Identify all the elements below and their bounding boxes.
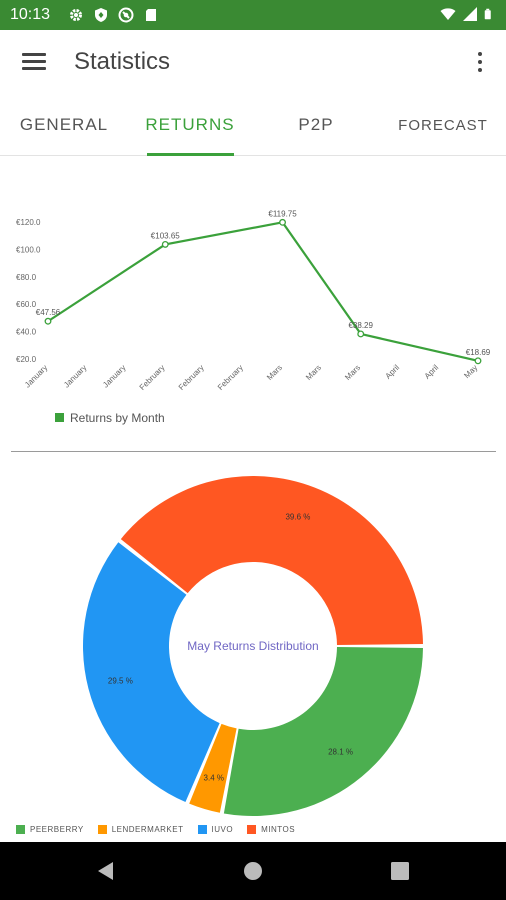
y-tick-label: €60.0 — [16, 300, 37, 309]
x-tick-label: April — [384, 363, 402, 381]
status-time: 10:13 — [10, 6, 51, 23]
gear-icon — [70, 9, 82, 21]
active-tab-indicator — [147, 153, 234, 156]
slice-label: 3.4 % — [204, 773, 224, 782]
back-icon[interactable] — [94, 859, 118, 883]
legend-label: Returns by Month — [70, 411, 165, 425]
donut-legend: PEERBERRY LENDERMARKET IUVO MINTOS — [16, 825, 295, 834]
x-tick-label: Mars — [343, 363, 362, 382]
legend-swatch — [97, 825, 107, 834]
system-nav-bar — [0, 842, 506, 900]
donut-center-title: May Returns Distribution — [187, 639, 318, 653]
status-system-icons — [440, 6, 496, 22]
data-label: €103.65 — [151, 231, 180, 240]
signal-icon — [463, 7, 477, 21]
slice-label: 39.6 % — [285, 513, 310, 522]
x-tick-label: February — [216, 363, 245, 392]
returns-donut-chart: 39.6 % 28.1 % 3.4 % 29.5 % May Returns Distr… — [82, 476, 423, 816]
wifi-icon — [440, 8, 456, 20]
returns-line-chart: €20.0 €40.0 €60.0 €80.0 €100.0 €120.0 January J… — [16, 209, 491, 425]
x-tick-label: January — [62, 363, 88, 389]
section-divider — [11, 451, 496, 452]
data-point — [279, 218, 286, 226]
data-label: €38.29 — [348, 321, 373, 330]
donut-slice-peerberry — [223, 647, 423, 816]
tab-forecast[interactable]: FORECAST — [398, 116, 488, 134]
data-label: €18.69 — [466, 348, 491, 357]
x-tick-label: January — [101, 363, 127, 389]
y-tick-label: €40.0 — [16, 328, 37, 337]
data-point — [357, 330, 365, 338]
legend-item-iuvo: IUVO — [197, 825, 234, 834]
tab-returns[interactable]: RETURNS — [145, 115, 235, 134]
sd-card-icon — [146, 9, 156, 21]
menu-icon[interactable] — [14, 48, 54, 76]
x-tick-label: May — [462, 363, 479, 380]
x-tick-label: January — [23, 363, 49, 389]
legend-swatch — [247, 825, 257, 834]
legend-label: IUVO — [211, 825, 234, 834]
donut-slice-mintos — [120, 476, 423, 645]
data-label: €47.56 — [36, 308, 61, 317]
home-icon[interactable] — [241, 859, 265, 883]
app-bar: Statistics — [0, 30, 506, 94]
x-tick-label: Mars — [304, 363, 323, 382]
more-options-icon[interactable] — [468, 46, 492, 78]
returns-series-line — [47, 221, 479, 362]
donut-slice-iuvo — [82, 542, 220, 803]
legend-item-mintos: MINTOS — [247, 825, 295, 834]
recents-icon[interactable] — [388, 859, 412, 883]
data-point — [474, 357, 482, 365]
legend-swatch — [197, 825, 207, 834]
battery-icon — [484, 8, 491, 20]
legend-label: PEERBERRY — [30, 825, 84, 834]
y-tick-label: €100.0 — [16, 245, 41, 254]
shield-icon — [95, 8, 107, 22]
data-label: €119.75 — [268, 209, 297, 218]
y-tick-label: €120.0 — [16, 218, 41, 227]
x-tick-label: February — [138, 363, 167, 392]
x-tick-label: April — [423, 363, 441, 381]
legend-item-peerberry: PEERBERRY — [16, 825, 84, 834]
legend-swatch — [16, 825, 25, 834]
donut-slice-lendermarket — [189, 723, 237, 813]
page-title: Statistics — [74, 48, 171, 75]
legend-label: MINTOS — [261, 825, 296, 834]
tab-bar: GENERAL RETURNS P2P FORECAST — [0, 94, 506, 156]
y-tick-label: €80.0 — [16, 273, 37, 282]
tab-p2p[interactable]: P2P — [298, 115, 334, 134]
slice-label: 28.1 % — [328, 747, 353, 756]
x-tick-label: February — [177, 363, 206, 392]
slice-label: 29.5 % — [108, 676, 133, 685]
legend-item-lendermarket: LENDERMARKET — [97, 825, 184, 834]
data-point — [44, 317, 52, 325]
legend-label: LENDERMARKET — [111, 825, 184, 834]
vpn-icon — [118, 7, 134, 23]
tab-general[interactable]: GENERAL — [19, 115, 109, 134]
y-tick-label: €20.0 — [16, 355, 37, 364]
status-notification-icons — [68, 7, 159, 23]
data-point — [161, 240, 169, 248]
x-tick-label: Mars — [265, 363, 284, 382]
status-bar: 10:13 — [0, 0, 506, 30]
legend-swatch — [55, 413, 64, 422]
